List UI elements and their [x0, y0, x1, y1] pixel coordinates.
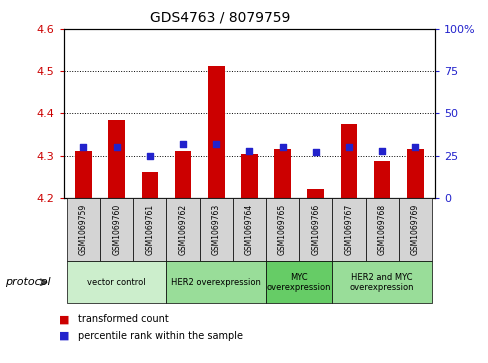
Text: vector control: vector control: [87, 278, 146, 287]
Text: percentile rank within the sample: percentile rank within the sample: [78, 331, 243, 341]
Point: [212, 141, 220, 147]
Text: GDS4763 / 8079759: GDS4763 / 8079759: [149, 11, 290, 25]
Text: GSM1069765: GSM1069765: [278, 204, 286, 255]
Point: [145, 153, 153, 159]
Bar: [274, 149, 290, 198]
Text: GSM1069767: GSM1069767: [344, 204, 353, 255]
Bar: [108, 120, 125, 198]
Point: [345, 144, 352, 150]
Bar: [307, 188, 324, 198]
Text: ■: ■: [59, 331, 69, 341]
Bar: [141, 172, 158, 198]
Text: MYC
overexpression: MYC overexpression: [266, 273, 331, 292]
Bar: [207, 66, 224, 198]
Text: GSM1069769: GSM1069769: [410, 204, 419, 255]
Point: [113, 144, 121, 150]
Text: GSM1069762: GSM1069762: [178, 204, 187, 255]
Text: GSM1069766: GSM1069766: [311, 204, 320, 255]
Text: GSM1069761: GSM1069761: [145, 204, 154, 255]
Bar: [241, 154, 257, 198]
Point: [311, 149, 319, 155]
Text: protocol: protocol: [5, 277, 50, 287]
Bar: [75, 151, 92, 198]
Point: [245, 148, 253, 154]
Text: ■: ■: [59, 314, 69, 325]
Point: [80, 144, 87, 150]
Bar: [174, 151, 191, 198]
Text: HER2 and MYC
overexpression: HER2 and MYC overexpression: [349, 273, 413, 292]
Point: [179, 141, 186, 147]
Bar: [373, 161, 389, 198]
Bar: [340, 124, 357, 198]
Text: GSM1069760: GSM1069760: [112, 204, 121, 255]
Text: GSM1069763: GSM1069763: [211, 204, 220, 255]
Text: HER2 overexpression: HER2 overexpression: [171, 278, 261, 287]
Point: [278, 144, 286, 150]
Text: GSM1069764: GSM1069764: [244, 204, 253, 255]
Point: [377, 148, 385, 154]
Bar: [406, 149, 423, 198]
Text: transformed count: transformed count: [78, 314, 169, 325]
Text: GSM1069759: GSM1069759: [79, 204, 88, 255]
Text: GSM1069768: GSM1069768: [377, 204, 386, 255]
Point: [410, 144, 418, 150]
